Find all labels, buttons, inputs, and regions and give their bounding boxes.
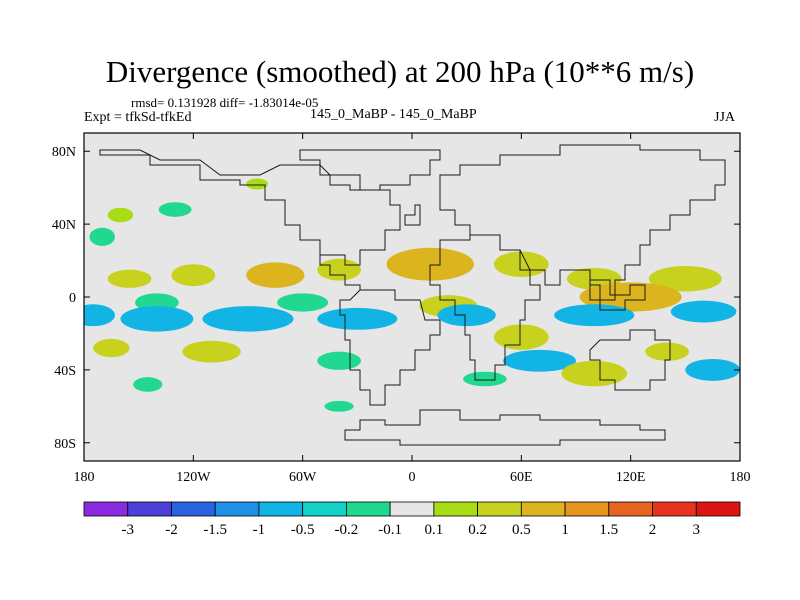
coast-indonesia	[589, 279, 646, 311]
anomaly-blob	[317, 258, 361, 281]
colorbar-label: 1.5	[599, 522, 618, 538]
colorbar-swatch	[127, 501, 172, 517]
anomaly-blob	[158, 202, 192, 217]
colorbar-swatch	[520, 501, 566, 517]
anomaly-blob	[554, 304, 635, 327]
anomaly-blob	[202, 306, 294, 332]
colorbar-swatch	[83, 501, 129, 517]
anomaly-blob	[579, 282, 682, 312]
colorbar-swatch	[302, 501, 347, 517]
colorbar-label: 0.5	[512, 522, 531, 538]
anomaly-blob	[246, 178, 269, 190]
coast-north-america	[99, 149, 401, 266]
colorbar-swatch	[345, 501, 391, 517]
colorbar-label: -3	[121, 522, 134, 538]
x-tick-label: 180	[74, 470, 95, 485]
anomaly-blob	[107, 207, 134, 223]
colorbar-swatch	[477, 501, 522, 517]
anomaly-layer	[84, 178, 740, 412]
colorbar-label: -0.2	[335, 522, 359, 538]
coast-uk	[404, 204, 421, 226]
anomaly-blob	[493, 251, 549, 277]
anomaly-blob	[133, 377, 163, 392]
coast-south-america	[339, 289, 441, 406]
anomaly-blob	[463, 371, 507, 387]
x-tick-label: 120W	[176, 470, 211, 485]
colorbar-label: -1	[253, 522, 266, 538]
y-tick-label: 40N	[52, 218, 76, 233]
experiment-label: Expt = tfkSd-tfkEd	[84, 110, 192, 125]
x-tick-label: 120E	[616, 470, 646, 485]
anomaly-blob	[120, 306, 194, 332]
x-tick-label: 60W	[289, 470, 317, 485]
coast-africa	[429, 234, 541, 381]
colorbar-swatch	[652, 501, 697, 517]
coastline-layer	[99, 144, 726, 446]
colorbar-swatch	[389, 501, 435, 517]
axis-layer: 180 120W 60W 0 60E 120E 180 80N 40N 0 40S 80S	[52, 133, 751, 485]
anomaly-blob	[685, 358, 740, 381]
colorbar-label: 1	[561, 522, 569, 538]
colorbar-label: -0.1	[378, 522, 402, 538]
anomaly-blob	[93, 338, 130, 358]
y-tick-label: 80S	[54, 437, 76, 452]
colorbar-swatch	[695, 501, 741, 517]
colorbar: -3 -2 -1.5 -1 -0.5 -0.2 -0.1 0.1 0.2 0.5 1 1.5 2 3	[83, 501, 741, 538]
y-tick-label: 80N	[52, 145, 76, 160]
anomaly-blob	[171, 264, 216, 287]
colorbar-label: 2	[649, 522, 657, 538]
season-label: JJA	[714, 110, 736, 125]
coast-eurasia	[439, 144, 726, 301]
colorbar-swatch	[564, 501, 610, 517]
anomaly-blob	[437, 304, 496, 327]
anomaly-blob	[89, 227, 115, 246]
anomaly-blob	[317, 351, 361, 370]
anomaly-blob	[503, 349, 576, 372]
x-tick-label: 180	[730, 470, 751, 485]
coast-antarctica	[344, 409, 666, 446]
anomaly-blob	[561, 360, 628, 387]
colorbar-label: 3	[693, 522, 701, 538]
anomaly-blob	[246, 262, 305, 288]
anomaly-blob	[386, 247, 474, 281]
colorbar-swatch	[433, 501, 479, 517]
colorbar-swatch	[214, 501, 260, 517]
anomaly-blob	[84, 304, 115, 327]
anomaly-blob	[277, 293, 329, 312]
colorbar-label: -2	[165, 522, 178, 538]
anomaly-blob	[107, 269, 152, 288]
coast-australia	[589, 329, 671, 391]
colorbar-label: 0.2	[468, 522, 487, 538]
anomaly-blob	[670, 300, 737, 323]
x-tick-label: 0	[409, 470, 416, 485]
colorbar-swatch	[171, 501, 216, 517]
anomaly-blob	[182, 340, 241, 363]
colorbar-swatch	[608, 501, 653, 517]
coast-central-america	[319, 255, 361, 290]
anomaly-blob	[317, 307, 398, 330]
colorbar-label: -0.5	[291, 522, 315, 538]
anomaly-blob	[324, 400, 354, 412]
anomaly-blob	[648, 266, 722, 292]
anomaly-blob	[645, 342, 689, 361]
stats-label: rmsd= 0.131928 diff= -1.83014e-05	[131, 95, 319, 110]
chart-title: Divergence (smoothed) at 200 hPa (10**6 …	[105, 54, 695, 89]
y-tick-label: 40S	[54, 364, 76, 379]
colorbar-label: 0.1	[424, 522, 443, 538]
colorbar-swatch	[258, 501, 304, 517]
case-label: 145_0_MaBP - 145_0_MaBP	[310, 107, 477, 122]
anomaly-blob	[493, 324, 549, 350]
y-tick-label: 0	[69, 291, 76, 306]
colorbar-label: -1.5	[203, 522, 227, 538]
x-tick-label: 60E	[510, 470, 533, 485]
